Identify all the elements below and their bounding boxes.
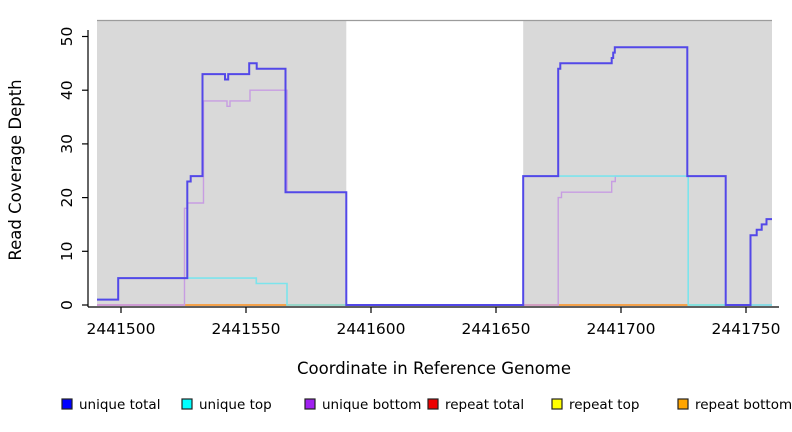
- x-tick-label: 2441600: [336, 320, 405, 338]
- y-tick-label: 0: [58, 300, 76, 310]
- legend-label: unique top: [199, 397, 272, 413]
- legend-swatch: [181, 398, 193, 410]
- series-line-unique-bottom: [97, 89, 772, 306]
- legend-swatch: [427, 398, 439, 410]
- legend-item-repeat-top: repeat top: [551, 397, 639, 413]
- legend-swatch: [551, 398, 563, 410]
- legend-label: unique total: [79, 397, 160, 413]
- legend-item-unique-bottom: unique bottom: [304, 397, 421, 413]
- axes: 2441500 2441550 2441600 2441650 2441700 24417…: [58, 27, 781, 338]
- legend-label: repeat top: [569, 397, 639, 413]
- y-tick-label: 10: [58, 241, 76, 261]
- legend-item-repeat-bottom: repeat bottom: [677, 397, 792, 413]
- legend-label: repeat bottom: [695, 397, 792, 413]
- repeat-region-left: [97, 20, 347, 306]
- legend-item-unique-total: unique total: [61, 397, 160, 413]
- legend-item-unique-top: unique top: [181, 397, 272, 413]
- y-tick-label: 50: [58, 27, 76, 47]
- legend: unique total unique top unique bottom repea…: [61, 397, 792, 413]
- y-tick-label: 40: [58, 80, 76, 100]
- series-line-unique-total: [97, 46, 772, 306]
- legend-swatch: [304, 398, 316, 410]
- y-tick-label: 30: [58, 134, 76, 154]
- legend-label: repeat total: [445, 397, 524, 413]
- legend-label: unique bottom: [322, 397, 421, 413]
- plot-panel: [97, 19, 772, 306]
- y-tick-label: 20: [58, 188, 76, 208]
- x-tick-label: 2441550: [211, 320, 280, 338]
- repeat-region-right: [523, 20, 772, 306]
- x-tick-label: 2441700: [586, 320, 655, 338]
- y-axis-title: Read Coverage Depth: [6, 79, 25, 260]
- x-axis-title: Coordinate in Reference Genome: [297, 359, 571, 378]
- x-tick-label: 2441650: [461, 320, 530, 338]
- x-tick-label: 2441750: [711, 320, 780, 338]
- x-tick-label: 2441500: [86, 320, 155, 338]
- legend-swatch: [61, 398, 73, 410]
- legend-item-repeat-total: repeat total: [427, 397, 524, 413]
- legend-swatch: [677, 398, 689, 410]
- series-lines: [97, 46, 772, 306]
